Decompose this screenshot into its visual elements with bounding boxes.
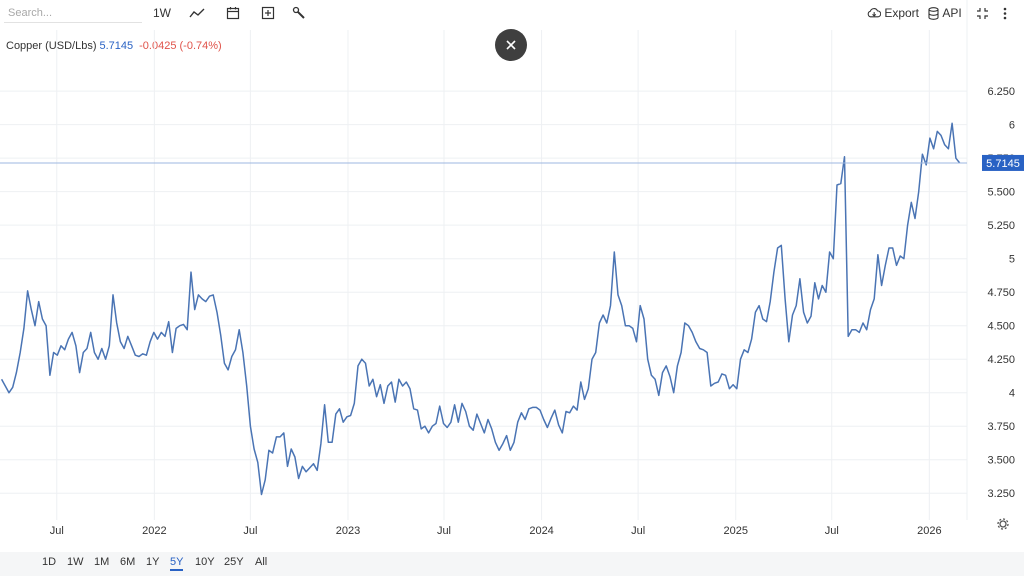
x-tick-label: Jul [631, 525, 645, 537]
fullscreen-icon [976, 7, 988, 19]
x-tick-label: Jul [243, 525, 257, 537]
range-button-10y[interactable]: 10Y [195, 556, 215, 568]
cloud-download-icon [867, 8, 882, 18]
chart-series [0, 122, 961, 496]
more-vertical-icon [1003, 7, 1007, 19]
y-tick-label: 6.250 [987, 86, 1015, 98]
chart-type-button[interactable] [187, 4, 207, 22]
y-tick-label: 4.750 [987, 287, 1015, 299]
last-price-tag [982, 154, 1024, 171]
last-price-marker: 5.7145 [0, 154, 1024, 171]
range-bar [0, 552, 1024, 576]
export-label: Export [884, 6, 919, 20]
x-tick-label: Jul [825, 525, 839, 537]
range-button-1m[interactable]: 1M [94, 556, 110, 568]
y-tick-label: 3.750 [987, 421, 1015, 433]
x-tick-label: 2026 [917, 525, 941, 537]
copper-price-line [0, 122, 961, 496]
tools-button[interactable] [290, 4, 308, 22]
chart-legend: Copper (USD/Lbs) 5.7145 -0.0425 (-0.74%) [6, 40, 222, 52]
x-tick-label: Jul [50, 525, 64, 537]
legend-value: 5.7145 [99, 40, 134, 52]
range-button-1d[interactable]: 1D [42, 556, 57, 568]
chart-settings-button[interactable] [997, 518, 1009, 530]
y-axis: 3.250 3.500 3.750 4 4.250 4.500 4.750 5 5.250 5.5… [987, 86, 1015, 500]
close-icon [506, 40, 516, 50]
x-axis: Jul 2022 Jul 2023 Jul 2024 Jul 2025 Jul 2026 [50, 525, 942, 537]
more-button[interactable] [998, 4, 1012, 22]
toolbar: 1W Export [0, 0, 1024, 26]
y-tick-label: 6 [1009, 120, 1015, 132]
x-tick-label: 2023 [336, 525, 360, 537]
interval-button[interactable]: 1W [150, 4, 174, 22]
range-button-6m[interactable]: 6M [120, 556, 136, 568]
y-tick-label: 5.250 [987, 220, 1015, 232]
legend-symbol: Copper (USD/Lbs) [6, 40, 97, 52]
line-chart-icon [189, 8, 205, 18]
x-tick-label: 2025 [723, 525, 747, 537]
api-label: API [942, 6, 962, 20]
x-tick-label: 2022 [142, 525, 166, 537]
add-indicator-button[interactable] [259, 4, 277, 22]
y-tick-label: 4.500 [987, 321, 1015, 333]
chart-grid [0, 0, 968, 520]
range-button-1w[interactable]: 1W [67, 556, 84, 568]
x-tick-label: 2024 [529, 525, 553, 537]
wrench-icon [292, 6, 305, 19]
plus-square-icon [261, 6, 275, 20]
calendar-icon [226, 7, 240, 20]
range-button-5y[interactable]: 5Y [170, 556, 184, 571]
interval-label: 1W [153, 6, 171, 20]
calendar-button[interactable] [224, 4, 242, 22]
search-input[interactable] [4, 4, 142, 23]
price-chart[interactable]: 3.250 3.500 3.750 4 4.250 4.500 4.750 5 5.250 5.5… [0, 0, 1024, 552]
export-button[interactable]: Export [867, 4, 919, 22]
database-icon [928, 6, 939, 20]
range-button-1y[interactable]: 1Y [146, 556, 160, 568]
y-tick-label: 3.500 [987, 455, 1015, 467]
range-button-25y[interactable]: 25Y [224, 556, 244, 568]
fullscreen-button[interactable] [973, 4, 991, 22]
x-tick-label: Jul [437, 525, 451, 537]
y-tick-label: 3.250 [987, 488, 1015, 500]
y-tick-label: 4.250 [987, 354, 1015, 366]
y-tick-label: 5.500 [987, 187, 1015, 199]
y-tick-label: 4 [1009, 388, 1015, 400]
gear-icon [997, 518, 1009, 530]
api-button[interactable]: API [928, 4, 962, 22]
range-button-all[interactable]: All [255, 556, 268, 568]
last-price-label: 5.7145 [986, 158, 1020, 170]
close-button[interactable] [495, 29, 527, 61]
legend-change: -0.0425 (-0.74%) [139, 40, 222, 52]
y-tick-label: 5 [1009, 254, 1015, 266]
